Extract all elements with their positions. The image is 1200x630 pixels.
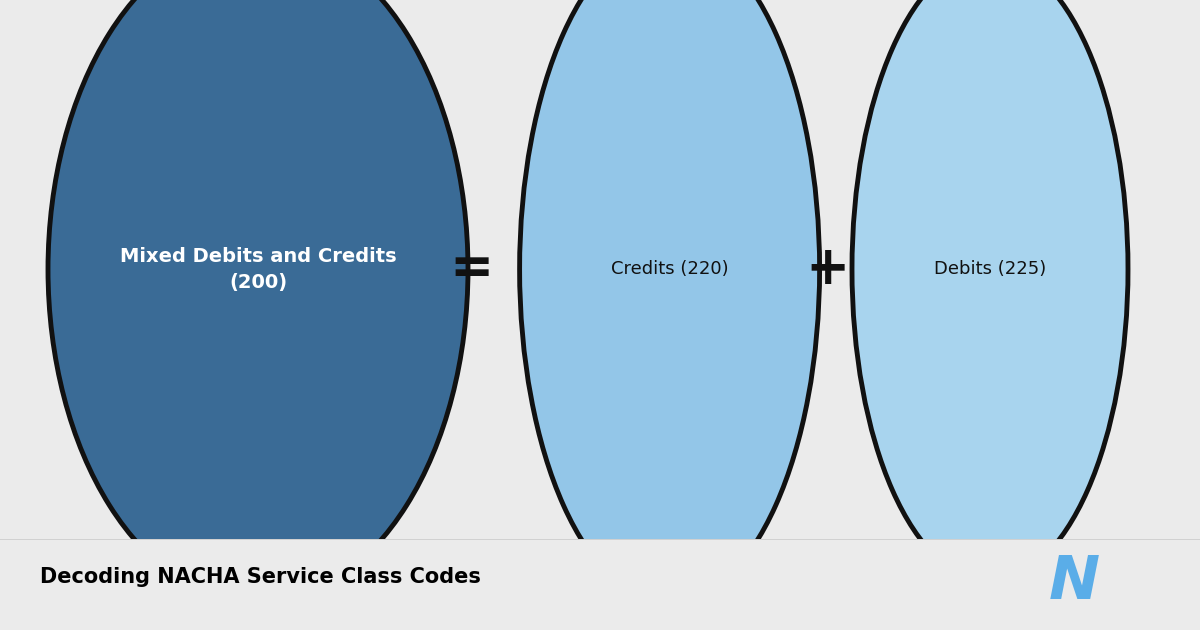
Text: N: N	[1049, 553, 1099, 612]
Text: Decoding NACHA Service Class Codes: Decoding NACHA Service Class Codes	[40, 567, 480, 587]
Text: Credits (220): Credits (220)	[611, 260, 728, 278]
Ellipse shape	[852, 0, 1128, 581]
Text: Mixed Debits and Credits
(200): Mixed Debits and Credits (200)	[120, 246, 396, 292]
Text: +: +	[806, 243, 850, 295]
Ellipse shape	[48, 0, 468, 604]
Text: Debits (225): Debits (225)	[934, 260, 1046, 278]
Text: =: =	[450, 243, 493, 295]
Ellipse shape	[520, 0, 820, 604]
